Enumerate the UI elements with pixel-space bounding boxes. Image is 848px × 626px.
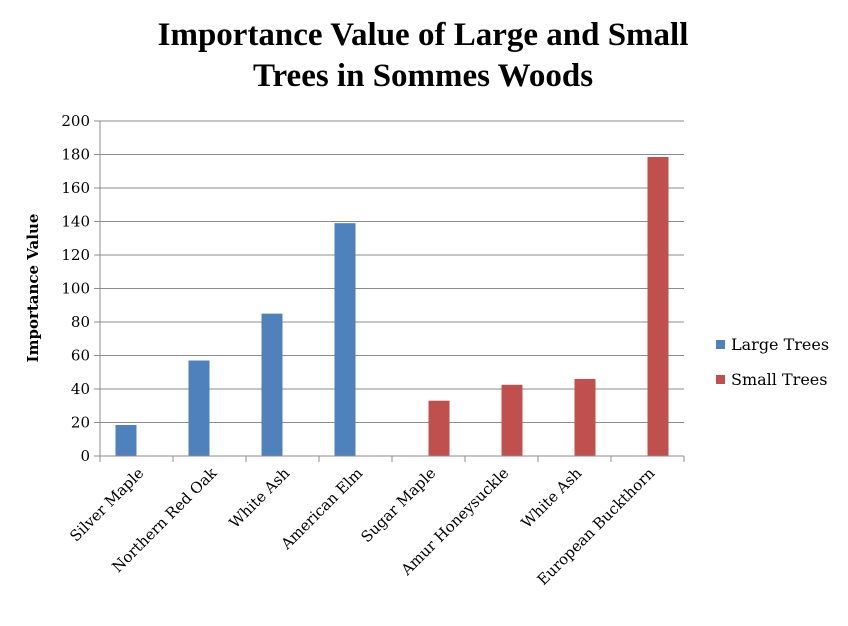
bar-small-trees xyxy=(501,384,523,456)
bar-small-trees xyxy=(428,400,450,456)
bar-large-trees xyxy=(334,223,356,456)
legend-swatch xyxy=(716,375,725,384)
bar-small-trees xyxy=(647,157,669,456)
y-tick-label: 140 xyxy=(61,213,90,231)
y-tick-label: 20 xyxy=(71,414,90,432)
x-category-label: White Ash xyxy=(518,464,586,532)
bar-large-trees xyxy=(115,425,137,456)
legend-label: Small Trees xyxy=(731,370,827,389)
y-tick-label: 200 xyxy=(61,112,90,130)
y-tick-label: 60 xyxy=(71,347,90,365)
y-axis-label: Importance Value xyxy=(24,214,42,363)
legend-label: Large Trees xyxy=(731,335,829,354)
gridlines xyxy=(100,120,684,423)
y-tick-label: 180 xyxy=(61,146,90,164)
y-tick-label: 40 xyxy=(71,380,90,398)
legend-swatch xyxy=(716,340,725,349)
x-category-label: Sugar Maple xyxy=(357,464,439,546)
axes xyxy=(94,120,685,462)
bars xyxy=(115,157,669,456)
chart-title-line-2: Trees in Sommes Woods xyxy=(253,58,593,94)
bar-large-trees xyxy=(188,360,210,456)
x-category-label: European Buckthorn xyxy=(534,464,659,589)
y-tick-label: 100 xyxy=(61,280,90,298)
bar-large-trees xyxy=(261,313,283,456)
legend: Large Trees Small Trees xyxy=(716,335,829,389)
y-tick-label: 80 xyxy=(71,313,90,331)
y-tick-label: 160 xyxy=(61,179,90,197)
x-category-label: White Ash xyxy=(226,464,294,532)
y-tick-label: 120 xyxy=(61,246,90,264)
x-category-label: Silver Maple xyxy=(66,464,147,545)
bar-small-trees xyxy=(574,378,596,456)
chart-title-line-1: Importance Value of Large and Small xyxy=(158,17,689,53)
y-tick-label: 0 xyxy=(80,447,90,465)
